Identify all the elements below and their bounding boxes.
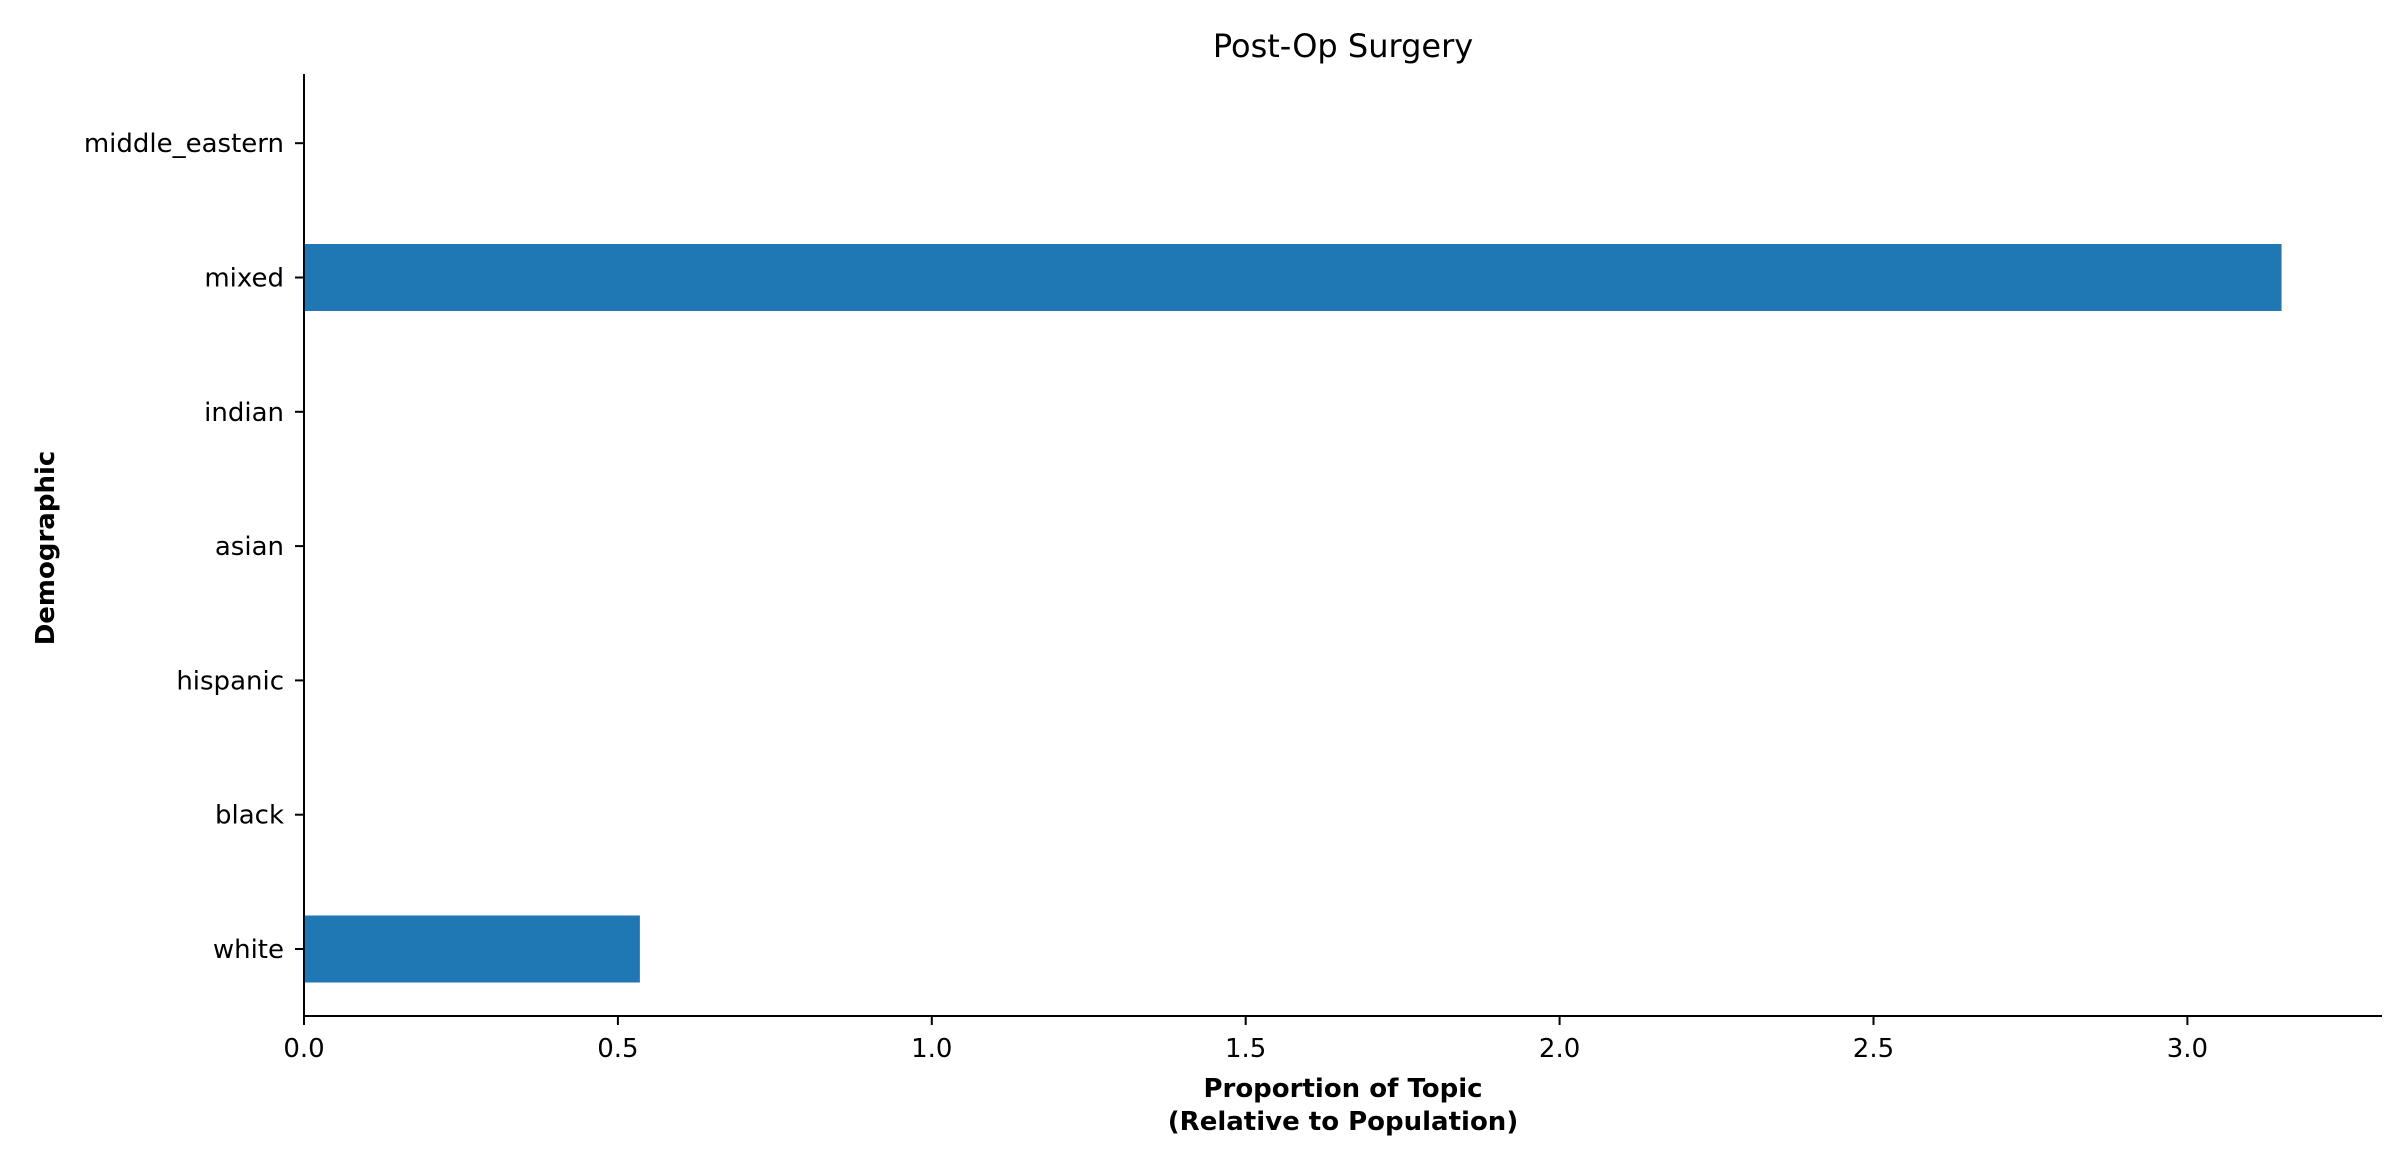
x-tick-label: 0.5: [597, 1034, 638, 1064]
y-tick-label: black: [215, 801, 284, 831]
y-axis-label: Demographic: [31, 451, 61, 646]
x-tick-label: 1.0: [911, 1034, 952, 1064]
x-axis-ticks: 0.0 0.5 1.0 1.5 2.0 2.5 3.0: [283, 1016, 2208, 1064]
y-tick-label: hispanic: [176, 666, 284, 696]
bar-white: [304, 915, 640, 983]
x-axis-label-line-1: Proportion of Topic: [1203, 1074, 1482, 1104]
x-tick-label: 2.5: [1853, 1034, 1894, 1064]
y-tick-label: indian: [204, 398, 284, 428]
y-axis-ticks: white black hispanic asian indian mixed middle…: [84, 129, 304, 965]
x-tick-label: 3.0: [2167, 1034, 2208, 1064]
x-tick-label: 1.5: [1225, 1034, 1266, 1064]
y-tick-label: white: [213, 935, 284, 965]
x-tick-label: 2.0: [1539, 1034, 1580, 1064]
x-axis-label-line-2: (Relative to Population): [1168, 1107, 1518, 1137]
x-tick-label: 0.0: [283, 1034, 324, 1064]
chart-title: Post-Op Surgery: [1213, 27, 1473, 65]
y-tick-label: asian: [215, 532, 284, 562]
bar-mixed: [304, 244, 2282, 311]
y-tick-label: mixed: [204, 264, 284, 294]
bars-group: [304, 244, 2282, 983]
y-tick-label: middle_eastern: [84, 129, 284, 159]
